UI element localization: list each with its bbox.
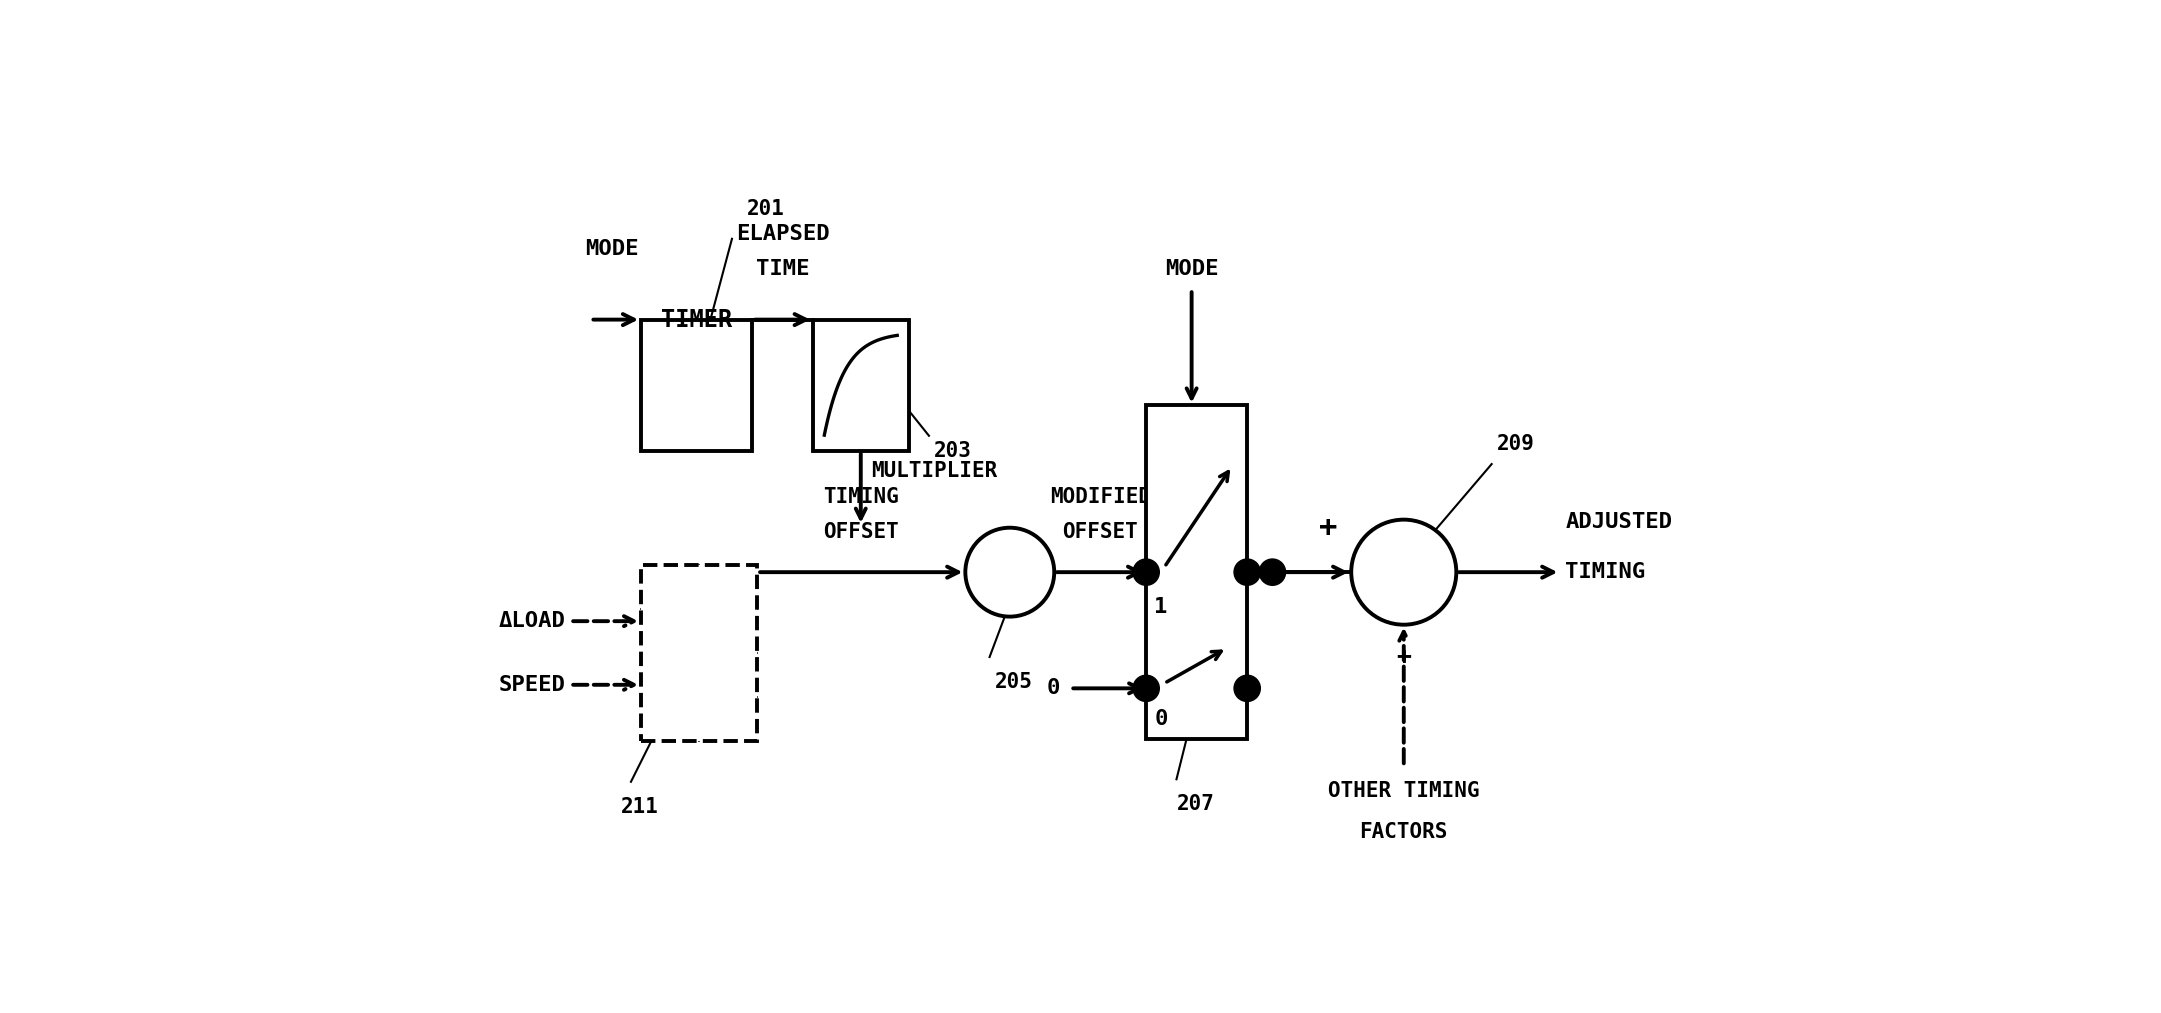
Text: OFFSET: OFFSET	[823, 522, 899, 542]
Text: 0: 0	[1046, 679, 1061, 698]
Text: TIME: TIME	[756, 259, 808, 280]
Text: MODIFIED: MODIFIED	[1050, 486, 1150, 506]
Text: 209: 209	[1498, 434, 1534, 454]
Circle shape	[1260, 559, 1286, 586]
Text: ΔLOAD: ΔLOAD	[499, 611, 566, 631]
Text: OTHER TIMING: OTHER TIMING	[1329, 781, 1480, 801]
Text: TIMING: TIMING	[823, 486, 899, 506]
Circle shape	[966, 528, 1055, 617]
Bar	[813, 320, 910, 451]
Text: MULTIPLIER: MULTIPLIER	[871, 461, 996, 481]
Text: Σ: Σ	[1394, 555, 1415, 590]
Circle shape	[1132, 676, 1158, 701]
Text: +: +	[1318, 513, 1338, 542]
Text: MODE: MODE	[1165, 259, 1219, 280]
Bar	[642, 564, 756, 742]
Text: MODE: MODE	[586, 239, 640, 259]
Text: OFFSET: OFFSET	[1063, 522, 1139, 542]
Circle shape	[1234, 559, 1260, 586]
Text: 203: 203	[934, 441, 972, 461]
Circle shape	[1351, 520, 1457, 625]
Text: SPEED: SPEED	[499, 675, 566, 695]
Circle shape	[1132, 559, 1158, 586]
Text: 211: 211	[620, 797, 659, 816]
Text: 201: 201	[748, 199, 784, 219]
Text: FACTORS: FACTORS	[1359, 822, 1448, 842]
Circle shape	[1234, 676, 1260, 701]
Text: 205: 205	[994, 673, 1033, 692]
Text: TIMER: TIMER	[661, 308, 733, 331]
Text: +: +	[1396, 645, 1411, 669]
Text: TIMING: TIMING	[1565, 562, 1647, 582]
Text: X: X	[1001, 558, 1020, 587]
Text: 207: 207	[1176, 794, 1214, 814]
Text: ELAPSED: ELAPSED	[735, 224, 830, 244]
Bar	[1145, 405, 1247, 738]
Text: 1: 1	[1154, 598, 1167, 617]
Bar	[642, 320, 752, 451]
Text: 0: 0	[1154, 708, 1167, 728]
Text: ADJUSTED: ADJUSTED	[1565, 512, 1673, 532]
